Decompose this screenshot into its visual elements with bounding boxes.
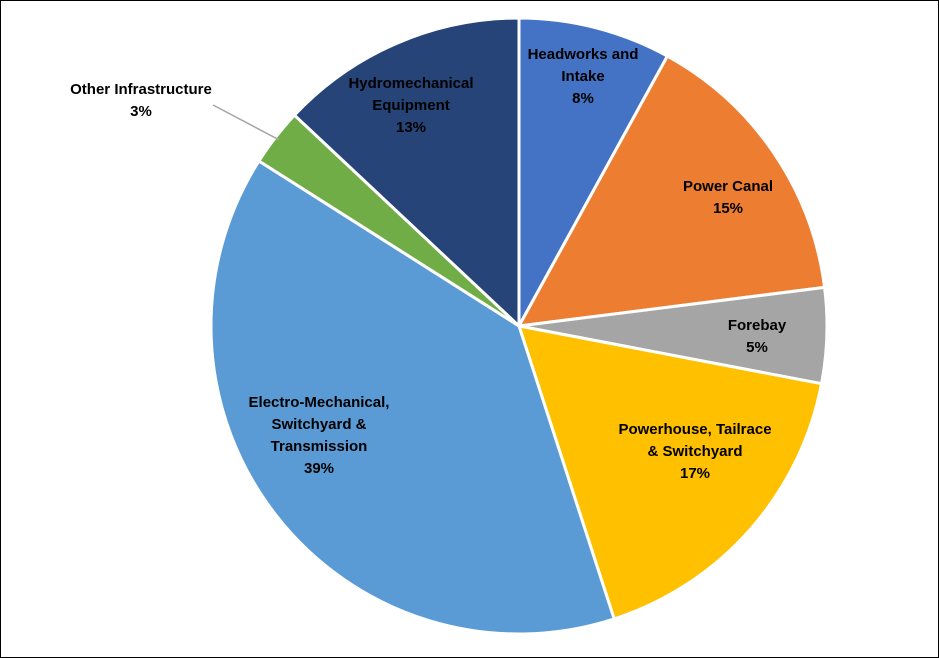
slice-label-other-infrastructure: Other Infrastructure 3% [70,81,212,120]
pie-slice-electro-mechanical-switchyard-transmission [209,159,616,636]
pie-slice-powerhouse-tailrace-switchyard [517,324,824,621]
slice-name-label: Forebay [728,317,787,334]
slice-percent-label: 3% [130,103,152,120]
slice-percent-label: 5% [746,339,768,356]
slice-label-power-canal: Power Canal 15% [683,178,773,217]
pie-slice-power-canal [517,54,827,328]
slice-name-label: Powerhouse, Tailrace [618,421,771,438]
labels-layer: Headworks and Intake 8% Power Canal 15% Foreb… [70,46,787,482]
slice-name-label: Transmission [271,438,368,455]
slice-label-electro-mechanical-switchyard-transmission: Electro-Mechanical, Switchyard & Transmiss… [249,394,390,477]
slice-label-headworks-and-intake: Headworks and Intake 8% [528,46,639,107]
slice-name-label: Intake [561,68,604,85]
slice-name-label: & Switchyard [647,443,742,460]
pie-slice-headworks-and-intake [517,16,669,328]
slice-percent-label: 15% [713,200,743,217]
slice-label-hydromechanical-equipment: Hydromechanical Equipment 13% [348,75,473,136]
slice-percent-label: 17% [680,465,710,482]
slice-name-label: Other Infrastructure [70,81,212,98]
pie-slice-hydromechanical-equipment [292,16,521,328]
slice-name-label: Equipment [372,97,450,114]
slice-percent-label: 13% [396,119,426,136]
slice-name-label: Hydromechanical [348,75,473,92]
slice-name-label: Power Canal [683,178,773,195]
slice-percent-label: 8% [572,90,594,107]
slice-label-powerhouse-tailrace-switchyard: Powerhouse, Tailrace & Switchyard 17% [618,421,771,482]
slice-name-label: Electro-Mechanical, [249,394,390,411]
slice-name-label: Headworks and [528,46,639,63]
leader-line-other-infrastructure [212,104,280,141]
slice-label-forebay: Forebay 5% [728,317,787,356]
slices-layer [209,16,829,636]
slice-name-label: Switchyard & [271,416,366,433]
slice-percent-label: 39% [304,460,334,477]
